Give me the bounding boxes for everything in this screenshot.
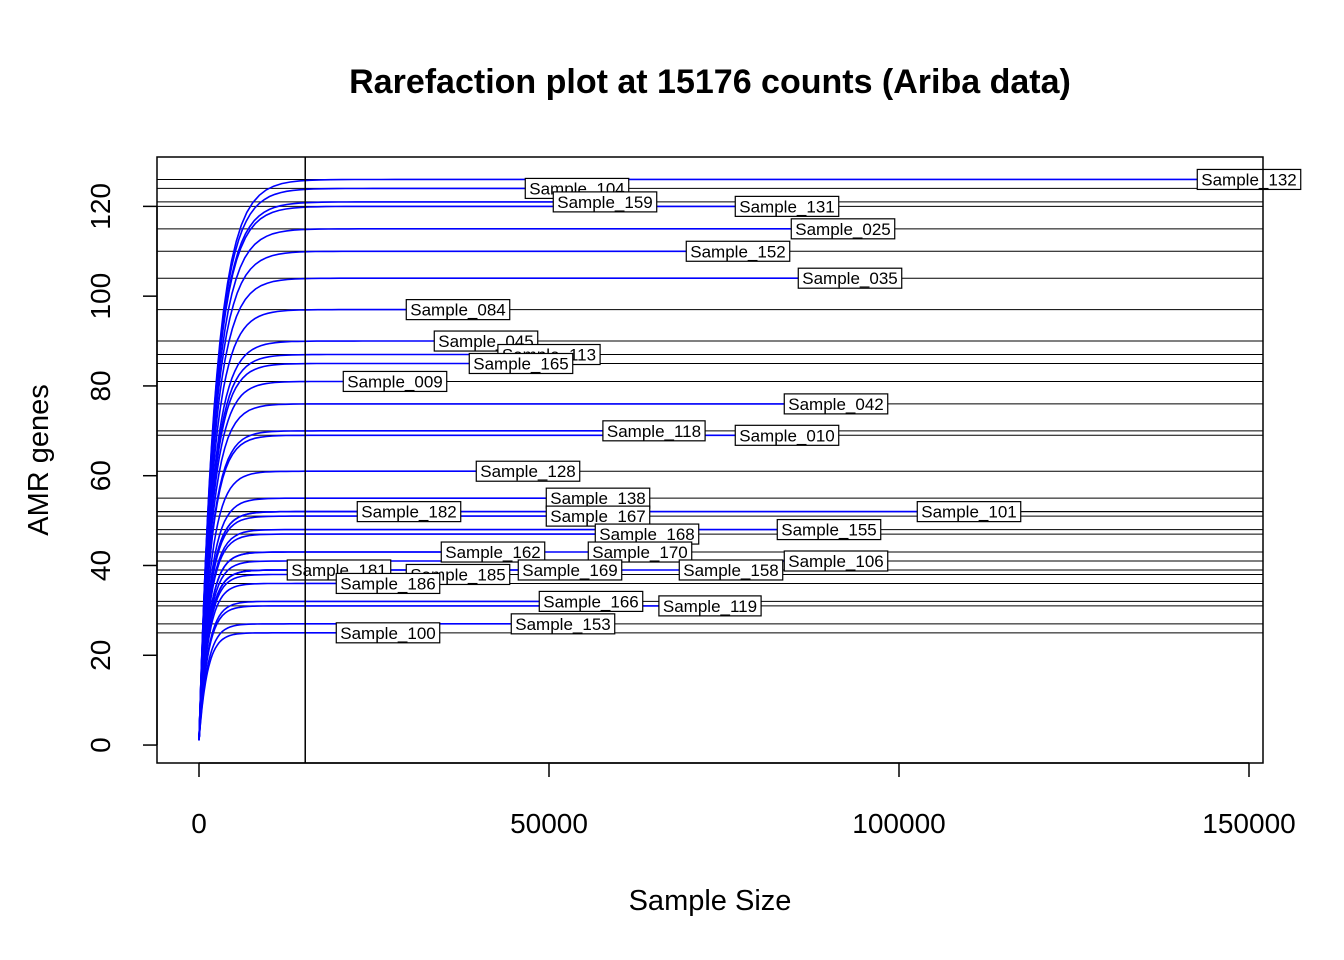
sample-label: Sample_165: [468, 352, 574, 375]
sample-label: Sample_128: [475, 460, 581, 482]
sample-label-text: Sample_106: [788, 552, 883, 571]
x-tick-label: 100000: [852, 808, 945, 839]
x-axis: 0 50000 100000 150000: [191, 762, 1296, 839]
sample-label-text: Sample_035: [802, 269, 897, 288]
sample-label: Sample_084: [405, 299, 511, 321]
sample-label-text: Sample_119: [663, 597, 757, 616]
sample-label-text: Sample_170: [592, 543, 687, 562]
sample-label: Sample_166: [538, 590, 644, 613]
sample-label-text: Sample_166: [543, 592, 638, 611]
sample-label: Sample_159: [552, 191, 658, 213]
rarefaction-curve: [198, 250, 738, 741]
sample-label: Sample_131: [734, 195, 840, 217]
sample-label-text: Sample_186: [340, 574, 435, 593]
chart-title: Rarefaction plot at 15176 counts (Ariba …: [349, 63, 1071, 101]
sample-label-text: Sample_153: [515, 615, 610, 634]
sample-label-text: Sample_132: [1201, 170, 1296, 189]
sample-label: Sample_009: [342, 370, 448, 393]
sample-label-text: Sample_084: [410, 301, 505, 320]
y-tick-label: 0: [85, 737, 116, 753]
sample-label-text: Sample_167: [550, 507, 645, 526]
sample-label: Sample_153: [510, 613, 616, 635]
sample-label-text: Sample_152: [690, 242, 785, 261]
sample-label-text: Sample_100: [340, 624, 435, 643]
x-tick-label: 50000: [510, 808, 588, 839]
y-tick-label: 120: [85, 183, 116, 230]
rarefaction-curve: [198, 631, 388, 741]
sample-label-text: Sample_169: [522, 561, 617, 580]
y-axis: 0 20 40 60 80 100 120: [85, 183, 158, 753]
sample-label-text: Sample_009: [347, 372, 442, 391]
sample-label-text: Sample_128: [480, 462, 575, 481]
rarefaction-curves: [198, 178, 1249, 741]
sample-label: Sample_170: [587, 541, 693, 563]
sample-label: Sample_106: [783, 550, 889, 572]
rarefaction-curve: [198, 178, 1249, 741]
sample-label-text: Sample_025: [795, 220, 890, 239]
y-tick-label: 20: [85, 640, 116, 671]
sample-label: Sample_155: [776, 518, 882, 541]
sample-label: Sample_042: [783, 393, 889, 415]
sample-label-text: Sample_162: [445, 543, 540, 562]
x-tick-label: 150000: [1202, 808, 1295, 839]
sample-label-text: Sample_101: [921, 503, 1016, 522]
rarefaction-curve: [198, 573, 458, 741]
rarefaction-curve: [198, 228, 843, 741]
y-tick-label: 100: [85, 273, 116, 320]
sample-label: Sample_152: [685, 240, 791, 262]
sample-label-text: Sample_042: [788, 395, 883, 414]
sample-label: Sample_162: [440, 541, 546, 563]
sample-label: Sample_132: [1196, 168, 1302, 191]
sample-label-text: Sample_131: [739, 197, 834, 216]
sample-label-text: Sample_118: [607, 422, 701, 441]
rarefaction-curve: [198, 560, 836, 741]
sample-label: Sample_138: [545, 487, 651, 509]
sample-label: Sample_168: [594, 523, 700, 545]
sample-label: Sample_169: [517, 559, 623, 581]
x-axis-label: Sample Size: [629, 885, 792, 917]
y-axis-label: AMR genes: [23, 384, 55, 536]
sample-label-text: Sample_010: [739, 426, 834, 445]
sample-label: Sample_025: [790, 218, 896, 240]
sample-label-text: Sample_138: [550, 489, 645, 508]
sample-label: Sample_035: [797, 267, 903, 289]
sample-label-text: Sample_155: [781, 521, 876, 540]
y-tick-label: 80: [85, 370, 116, 401]
rarefaction-curve: [198, 569, 339, 741]
y-tick-label: 60: [85, 460, 116, 491]
sample-label-text: Sample_159: [557, 193, 652, 212]
sample-label: Sample_119: [658, 595, 762, 617]
sample-label: Sample_186: [335, 572, 441, 595]
rarefaction-curve: [198, 605, 710, 741]
sample-label-text: Sample_182: [361, 503, 456, 522]
sample-label-text: Sample_158: [683, 561, 778, 580]
sample-label: Sample_100: [335, 622, 441, 644]
rarefaction-curve: [198, 340, 486, 741]
sample-label: Sample_010: [734, 424, 840, 446]
rarefaction-curve: [198, 569, 731, 741]
sample-label: Sample_167: [545, 505, 651, 527]
sample-label: Sample_158: [678, 559, 784, 581]
sample-label-text: Sample_168: [599, 525, 694, 544]
rarefaction-curve: [198, 569, 570, 741]
x-tick-label: 0: [191, 808, 207, 839]
sample-label: Sample_118: [602, 420, 706, 442]
y-tick-label: 40: [85, 550, 116, 581]
sample-label: Sample_101: [916, 501, 1022, 523]
sample-label: Sample_182: [356, 501, 462, 523]
sample-label-text: Sample_165: [473, 354, 568, 373]
